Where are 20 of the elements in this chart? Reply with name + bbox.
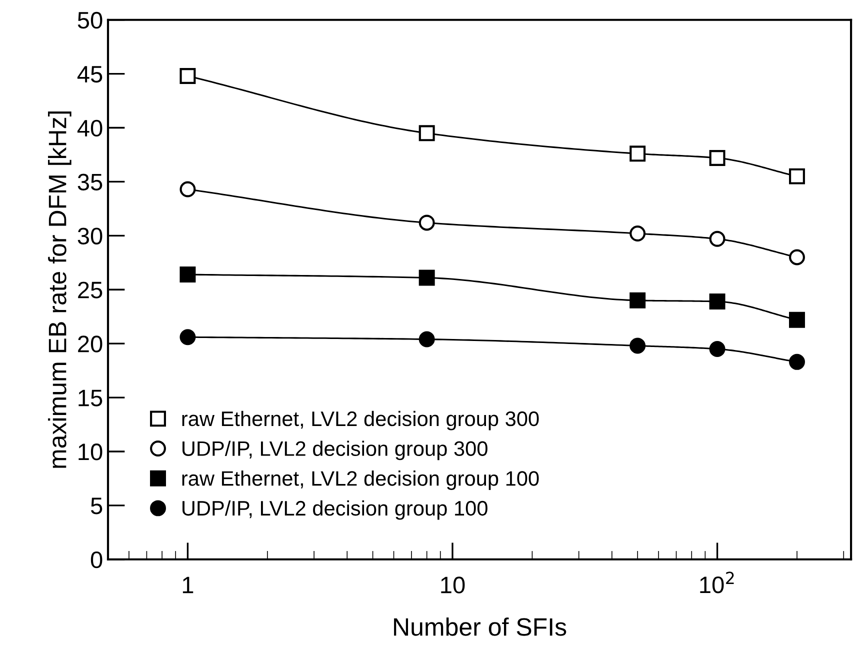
y-tick-label: 40 xyxy=(77,120,102,137)
y-tick-label: 5 xyxy=(90,498,102,514)
y-tick-label: 15 xyxy=(78,390,102,406)
y-tick-label: 25 xyxy=(78,282,102,298)
x-axis-title: Number of SFIs xyxy=(394,618,566,636)
legend-label: raw Ethernet, LVL2 decision group 100 xyxy=(182,470,539,490)
y-tick-label: 10 xyxy=(78,444,102,460)
y-tick-label: 50 xyxy=(78,12,102,29)
legend-label: UDP/IP, LVL2 decision group 300 xyxy=(182,440,488,460)
y-tick-label: 30 xyxy=(78,228,102,244)
legend-label: raw Ethernet, LVL2 decision group 300 xyxy=(182,410,539,430)
legend-label: UDP/IP, LVL2 decision group 100 xyxy=(182,500,488,520)
y-tick-label: 45 xyxy=(77,66,102,83)
x-tick-label: 10$^{2}$ xyxy=(700,572,734,594)
y-tick-label: 20 xyxy=(78,336,102,352)
y-tick-label: 35 xyxy=(78,174,102,191)
y-tick-label: 0 xyxy=(90,551,102,568)
x-tick-label: 1 xyxy=(182,576,194,594)
x-tick-label: 10 xyxy=(441,576,465,594)
y-axis-title: maximum EB rate for DFM [kHz] xyxy=(48,112,72,468)
